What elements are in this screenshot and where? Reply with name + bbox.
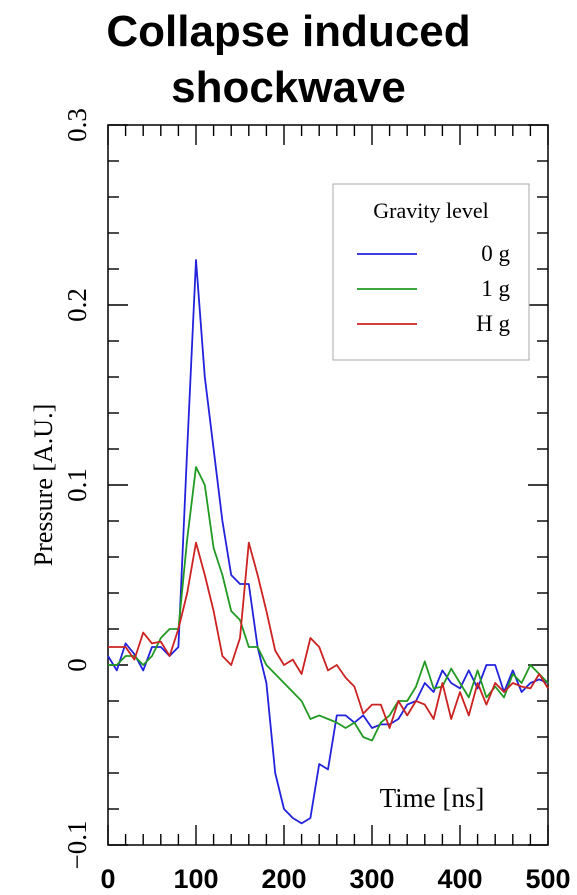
x-axis-label: Time [ns] xyxy=(380,783,485,813)
x-tick-label: 100 xyxy=(173,864,218,894)
legend-entry-label: 1 g xyxy=(481,276,510,301)
y-axis-label: Pressure [A.U.] xyxy=(29,404,58,566)
chart-title-line-2: shockwave xyxy=(171,63,406,112)
x-tick-label: 300 xyxy=(349,864,394,894)
y-tick-label: −0.1 xyxy=(62,821,92,870)
legend: Gravity level 0 g 1 g H g xyxy=(332,183,530,361)
chart-title: Collapse induced shockwave xyxy=(0,4,577,116)
y-tick-label: 0.2 xyxy=(62,288,92,322)
x-tick-label: 500 xyxy=(525,864,570,894)
x-tick-label: 0 xyxy=(100,864,115,894)
legend-entry-label: H g xyxy=(476,311,510,336)
legend-entry-label: 0 g xyxy=(481,241,510,266)
series-line-0 xyxy=(107,259,549,825)
legend-entries: 0 g 1 g H g xyxy=(357,241,511,336)
x-tick-label: 200 xyxy=(261,864,306,894)
y-tick-label: 0.3 xyxy=(62,108,92,142)
y-tick-label: 0.1 xyxy=(62,468,92,502)
axis-ticks xyxy=(107,124,549,846)
series-lines xyxy=(107,259,549,825)
series-line-1 xyxy=(108,466,549,742)
series-line-2 xyxy=(108,541,549,729)
y-tick-label: 0 xyxy=(62,658,92,672)
legend-box xyxy=(332,183,530,361)
chart-title-line-1: Collapse induced xyxy=(106,7,471,56)
axis-tick-labels: 0 100 200 300 400 500 −0.1 0 0.1 0.2 0.3 xyxy=(62,108,571,894)
legend-title: Gravity level xyxy=(373,198,488,223)
x-tick-label: 400 xyxy=(437,864,482,894)
